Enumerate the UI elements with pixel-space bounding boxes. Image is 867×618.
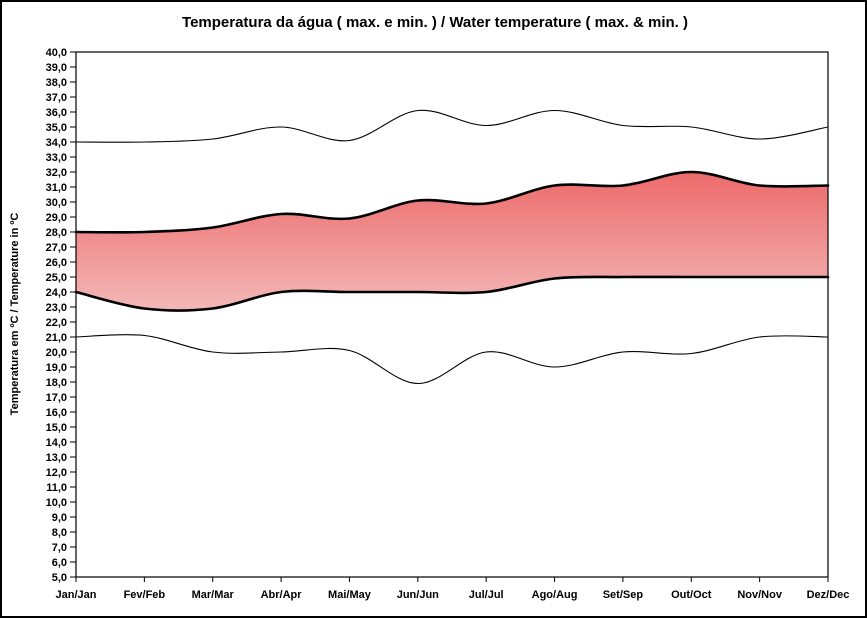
y-tick-label: 19,0	[46, 362, 67, 374]
x-tick-label: Jan/Jan	[56, 589, 97, 601]
y-tick-label: 30,0	[46, 197, 67, 209]
chart-title: Temperatura da água ( max. e min. ) / Wa…	[182, 14, 688, 31]
y-tick-label: 33,0	[46, 152, 67, 164]
x-tick-label: Mar/Mar	[192, 589, 235, 601]
y-tick-label: 29,0	[46, 212, 67, 224]
x-tick-label: Fev/Feb	[124, 589, 166, 601]
series-lines	[74, 109, 830, 385]
y-tick-label: 7,0	[52, 542, 67, 554]
y-tick-label: 26,0	[46, 257, 67, 269]
y-tick-label: 16,0	[46, 407, 67, 419]
y-tick-label: 10,0	[46, 497, 67, 509]
y-tick-label: 15,0	[46, 422, 67, 434]
upper-thin-line	[75, 109, 829, 143]
axes: 40,0 39,0 38,0 37,0 36,0 35,0 34,0 33,0 32,0 31,0…	[46, 47, 850, 601]
y-tick-label: 18,0	[46, 377, 67, 389]
y-tick-label: 12,0	[46, 467, 67, 479]
y-tick-label: 20,0	[46, 347, 67, 359]
x-tick-label: Set/Sep	[603, 589, 644, 601]
x-tick-label: Nov/Nov	[737, 589, 783, 601]
y-tick-label: 32,0	[46, 167, 67, 179]
y-tick-label: 25,0	[46, 272, 67, 284]
y-tick-label: 21,0	[46, 332, 67, 344]
temperature-band	[76, 172, 828, 311]
y-tick-label: 14,0	[46, 437, 67, 449]
y-tick-label: 39,0	[46, 62, 67, 74]
y-tick-label: 11,0	[46, 482, 67, 494]
y-tick-label: 28,0	[46, 227, 67, 239]
y-tick-label: 36,0	[46, 107, 67, 119]
x-tick-label: Jun/Jun	[397, 589, 439, 601]
y-tick-label: 8,0	[52, 527, 67, 539]
x-tick-label: Abr/Apr	[261, 589, 303, 601]
y-tick-label: 6,0	[52, 557, 67, 569]
y-tick-label: 23,0	[46, 302, 67, 314]
y-tick-label: 17,0	[46, 392, 67, 404]
y-tick-label: 22,0	[46, 317, 67, 329]
y-tick-label: 27,0	[46, 242, 67, 254]
y-tick-label: 37,0	[46, 92, 67, 104]
x-tick-label: Dez/Dec	[807, 589, 850, 601]
band-fill	[76, 172, 828, 311]
water-min-thick-line	[74, 275, 830, 312]
y-tick-label: 38,0	[46, 77, 67, 89]
x-tick-label: Ago/Aug	[532, 589, 578, 601]
y-tick-label: 13,0	[46, 452, 67, 464]
lower-thin-line	[75, 334, 829, 385]
y-axis-title: Temperatura em ºC / Temperature in ºC	[9, 213, 21, 416]
y-tick-label: 35,0	[46, 122, 67, 134]
y-tick-label: 9,0	[52, 512, 67, 524]
x-tick-label: Mai/May	[328, 589, 372, 601]
y-tick-label: 24,0	[46, 287, 67, 299]
y-tick-label: 34,0	[46, 137, 67, 149]
y-tick-label: 40,0	[46, 47, 67, 59]
y-tick-label: 5,0	[52, 572, 67, 584]
plot-border	[75, 51, 829, 578]
water-max-thick-line	[74, 170, 830, 234]
y-tick-label: 31,0	[46, 182, 67, 194]
x-tick-label: Jul/Jul	[469, 589, 504, 601]
x-tick-label: Out/Oct	[671, 589, 712, 601]
